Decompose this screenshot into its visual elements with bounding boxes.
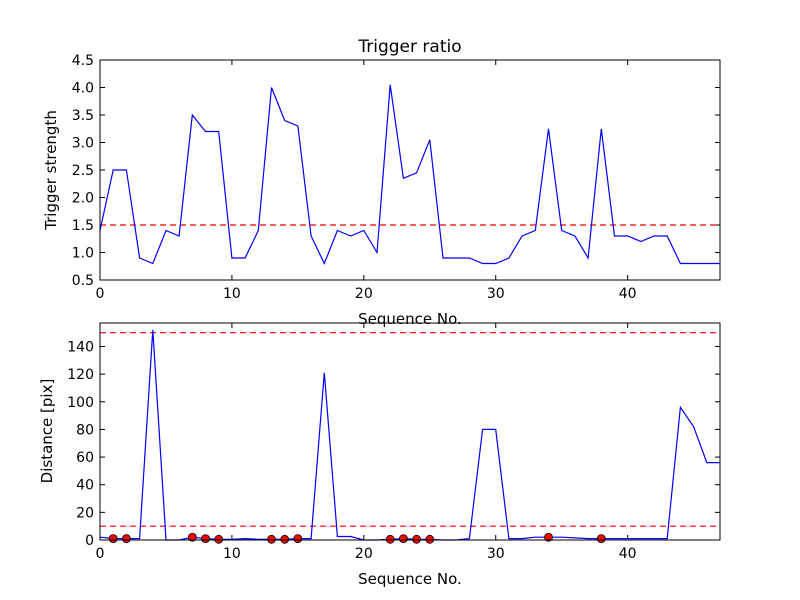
x-tick-label: 20 <box>355 546 373 562</box>
x-tick-label: 20 <box>355 286 373 302</box>
y-tick-label: 3.0 <box>72 136 94 152</box>
series-trigger-strength <box>99 84 720 265</box>
x-tick-label: 30 <box>487 546 505 562</box>
y-tick-label: 80 <box>76 422 94 438</box>
data-marker <box>544 532 553 542</box>
threshold-lines <box>100 332 720 527</box>
distance-chart: Sequence No. Distance [pix] 0 10 20 30 40 0 2… <box>38 322 721 588</box>
markers <box>108 532 606 544</box>
data-marker <box>187 532 197 542</box>
y-tick-label: 0 <box>85 533 94 549</box>
y-tick-label: 140 <box>67 339 94 355</box>
x-axis-label: Sequence No. <box>358 310 462 328</box>
y-axis-label: Trigger strength <box>42 110 60 231</box>
plot-frame <box>99 322 721 541</box>
y-tick-label: 40 <box>76 478 94 494</box>
y-tick-label: 1.0 <box>72 246 94 262</box>
y-tick-label: 120 <box>67 367 94 383</box>
x-axis-label: Sequence No. <box>358 570 462 588</box>
y-tick-label: 20 <box>76 505 94 521</box>
y-tick-label: 100 <box>67 395 94 411</box>
data-marker <box>267 534 276 544</box>
y-tick-label: 2.5 <box>72 163 94 179</box>
data-marker <box>201 534 210 544</box>
series-line <box>99 84 720 265</box>
x-tick-label: 30 <box>487 286 505 302</box>
y-ticks: 0 20 40 60 80 100 120 140 <box>67 339 720 549</box>
x-tick-label: 40 <box>619 546 637 562</box>
data-marker <box>412 534 421 544</box>
series-distance <box>99 329 720 541</box>
x-tick-label: 10 <box>223 286 241 302</box>
y-tick-label: 4.0 <box>72 81 94 97</box>
chart-title: Trigger ratio <box>357 37 461 57</box>
data-marker <box>385 534 395 544</box>
x-ticks: 0 10 20 30 40 <box>96 60 637 302</box>
plot-frame <box>99 59 721 281</box>
trigger-ratio-chart: Trigger ratio Sequence No. Trigger stren… <box>42 37 721 328</box>
y-tick-label: 4.5 <box>72 53 94 69</box>
y-tick-label: 0.5 <box>72 273 94 289</box>
x-tick-label: 0 <box>96 546 105 562</box>
data-marker <box>280 534 290 544</box>
series-line <box>99 329 720 541</box>
data-marker <box>108 534 118 544</box>
data-marker <box>214 534 224 544</box>
y-tick-label: 2.0 <box>72 191 94 207</box>
y-tick-label: 60 <box>76 450 94 466</box>
x-ticks: 0 10 20 30 40 <box>96 323 637 562</box>
y-tick-label: 1.5 <box>72 218 94 234</box>
x-tick-label: 40 <box>619 286 637 302</box>
data-marker <box>293 534 303 544</box>
x-tick-label: 10 <box>223 546 241 562</box>
data-marker <box>596 534 606 544</box>
y-tick-label: 3.5 <box>72 108 94 124</box>
y-axis-label: Distance [pix] <box>38 379 56 484</box>
data-marker <box>399 534 408 544</box>
y-ticks: 0.5 1.0 1.5 2.0 2.5 3.0 3.5 4.0 4.5 <box>72 53 720 289</box>
x-tick-label: 0 <box>96 286 105 302</box>
data-marker <box>121 534 131 544</box>
data-marker <box>425 534 435 544</box>
